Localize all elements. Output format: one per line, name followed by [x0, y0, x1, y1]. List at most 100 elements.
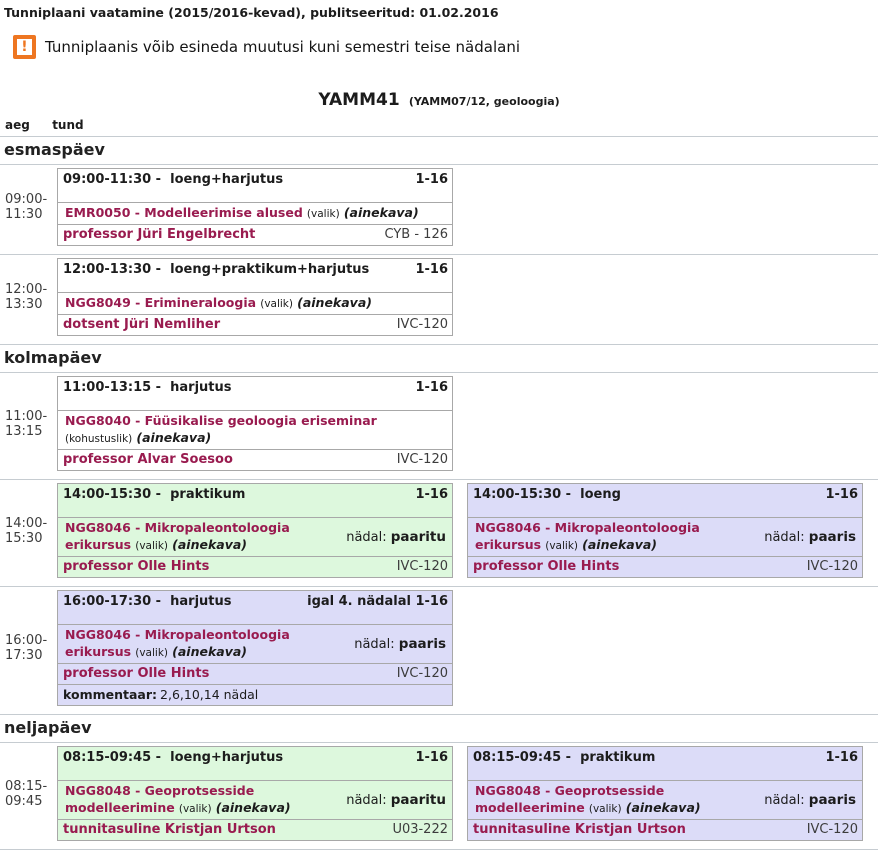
time-to: 13:30: [5, 297, 43, 312]
course-requirement: (valik): [178, 803, 212, 815]
lesson-comment: kommentaar: 2,6,10,14 nädal: [58, 684, 452, 705]
time-from: 08:15-: [5, 778, 48, 794]
course-link[interactable]: NGG8046 - Mikropaleontoloogia erikursus: [65, 520, 290, 552]
ainekava-link[interactable]: (ainekava): [172, 537, 247, 552]
lesson-time-type: 08:15-09:45 - loeng+harjutus: [63, 750, 284, 765]
week-parity: nädal: paaritu: [346, 792, 448, 808]
lesson-time-type: 08:15-09:45 - praktikum: [473, 750, 656, 765]
ainekava-link[interactable]: (ainekava): [625, 800, 701, 815]
course-requirement: (valik): [588, 803, 622, 815]
time-from: 12:00-: [5, 282, 48, 297]
ainekava-link[interactable]: (ainekava): [297, 295, 372, 310]
room-code: IVC-120: [806, 559, 858, 574]
lesson-weeks: 1-16: [415, 487, 448, 502]
lecturer-link[interactable]: dotsent Jüri Nemliher: [63, 317, 221, 332]
course-requirement: (valik): [135, 647, 168, 659]
course-link[interactable]: NGG8049 - Erimineraloogia: [65, 295, 257, 310]
day-header: esmaspäev: [0, 137, 878, 165]
day-header: kolmapäev: [0, 345, 878, 373]
room-code: IVC-120: [806, 822, 858, 837]
lesson-card-odd-week: 14:00-15:30 - praktikum 1-16 NGG8046 - M…: [57, 483, 453, 578]
group-detail: (YAMM07/12, geoloogia): [408, 95, 560, 108]
lesson-weeks: igal 4. nädalal 1-16: [307, 594, 448, 609]
course-requirement: (valik): [306, 208, 340, 220]
timetable: esmaspäev 09:00- 11:30 09:00-11:30 - loe…: [0, 136, 878, 850]
lesson-weeks: 1-16: [825, 487, 858, 502]
course-requirement: (valik): [135, 540, 168, 552]
lesson-card: 09:00-11:30 - loeng+harjutus 1-16 EMR005…: [57, 168, 453, 246]
week-value: paaris: [808, 792, 856, 808]
column-header-aeg: aeg: [5, 118, 30, 132]
course-link[interactable]: NGG8046 - Mikropaleontoloogia erikursus: [65, 627, 290, 659]
week-parity: nädal: paaris: [764, 792, 858, 808]
time-from: 09:00-: [5, 192, 48, 207]
course-requirement: (kohustuslik): [65, 433, 133, 445]
room-code: CYB - 126: [384, 227, 448, 242]
ainekava-link[interactable]: (ainekava): [136, 430, 212, 445]
lecturer-link[interactable]: tunnitasuline Kristjan Urtson: [63, 822, 276, 837]
time-range: 12:00- 13:30: [0, 258, 57, 336]
group-code: YAMM41: [318, 90, 400, 110]
time-from: 16:00-: [5, 633, 48, 648]
week-value: paaris: [808, 529, 856, 545]
group-heading: YAMM41 (YAMM07/12, geoloogia): [0, 90, 878, 110]
time-from: 14:00-: [5, 515, 48, 531]
time-to: 11:30: [5, 207, 43, 222]
lesson-weeks: 1-16: [415, 262, 448, 277]
lesson-card-even-week: 14:00-15:30 - loeng 1-16 NGG8046 - Mikro…: [467, 483, 863, 578]
lecturer-link[interactable]: tunnitasuline Kristjan Urtson: [473, 822, 686, 837]
slot-row: 12:00- 13:30 12:00-13:30 - loeng+praktik…: [0, 254, 878, 344]
course-link[interactable]: EMR0050 - Modelleerimise alused: [65, 205, 303, 220]
ainekava-link[interactable]: (ainekava): [215, 800, 291, 815]
room-code: U03-222: [392, 822, 448, 837]
time-range: 14:00- 15:30: [0, 483, 57, 578]
lesson-time-type: 12:00-13:30 - loeng+praktikum+harjutus: [63, 262, 370, 277]
room-code: IVC-120: [396, 666, 448, 681]
column-header-tund: tund: [52, 118, 84, 132]
lecturer-link[interactable]: professor Jüri Engelbrecht: [63, 227, 256, 242]
lesson-card: 11:00-13:15 - harjutus 1-16 NGG8040 - Fü…: [57, 376, 453, 471]
lesson-card: 12:00-13:30 - loeng+praktikum+harjutus 1…: [57, 258, 453, 336]
lesson-card-even-week: 16:00-17:30 - harjutus igal 4. nädalal 1…: [57, 590, 453, 706]
week-value: paaritu: [390, 792, 446, 808]
week-parity: nädal: paaris: [354, 636, 448, 652]
lecturer-link[interactable]: professor Olle Hints: [473, 559, 620, 574]
ainekava-link[interactable]: (ainekava): [582, 537, 657, 552]
page-title: Tunniplaani vaatamine (2015/2016-kevad),…: [4, 5, 499, 20]
time-range: 09:00- 11:30: [0, 168, 57, 246]
week-label: nädal:: [346, 793, 387, 808]
course-requirement: (valik): [545, 540, 578, 552]
course-link[interactable]: NGG8046 - Mikropaleontoloogia erikursus: [475, 520, 700, 552]
time-range: 08:15- 09:45: [0, 746, 57, 841]
week-label: nädal:: [354, 637, 395, 652]
lesson-weeks: 1-16: [415, 750, 448, 765]
lecturer-link[interactable]: professor Olle Hints: [63, 559, 210, 574]
time-to: 09:45: [5, 793, 43, 809]
ainekava-link[interactable]: (ainekava): [343, 205, 419, 220]
warning-text: Tunniplaanis võib esineda muutusi kuni s…: [45, 38, 520, 56]
time-range: 11:00- 13:15: [0, 376, 57, 471]
ainekava-link[interactable]: (ainekava): [172, 644, 247, 659]
comment-text: 2,6,10,14 nädal: [160, 687, 259, 702]
day-header: neljapäev: [0, 715, 878, 743]
course-link[interactable]: NGG8040 - Füüsikalise geoloogia erisemin…: [65, 413, 377, 428]
comment-label: kommentaar:: [63, 687, 158, 702]
time-from: 11:00-: [5, 408, 48, 424]
lecturer-link[interactable]: professor Olle Hints: [63, 666, 210, 681]
lesson-weeks: 1-16: [415, 172, 448, 187]
lesson-weeks: 1-16: [415, 380, 448, 395]
day-section-esmaspaev: esmaspäev 09:00- 11:30 09:00-11:30 - loe…: [0, 136, 878, 344]
time-to: 13:15: [5, 423, 43, 439]
slot-row: 14:00- 15:30 14:00-15:30 - praktikum 1-1…: [0, 479, 878, 586]
lesson-time-type: 14:00-15:30 - praktikum: [63, 487, 246, 502]
time-to: 17:30: [5, 648, 43, 663]
warning-exclamation-icon: !: [13, 35, 36, 59]
week-value: paaritu: [390, 529, 446, 545]
lesson-card-even-week: 08:15-09:45 - praktikum 1-16 NGG8048 - G…: [467, 746, 863, 841]
day-section-neljapaev: neljapäev 08:15- 09:45 08:15-09:45 - loe…: [0, 714, 878, 849]
slot-row: 11:00- 13:15 11:00-13:15 - harjutus 1-16…: [0, 373, 878, 479]
slot-row: 09:00- 11:30 09:00-11:30 - loeng+harjutu…: [0, 165, 878, 254]
lesson-weeks: 1-16: [825, 750, 858, 765]
lecturer-link[interactable]: professor Alvar Soesoo: [63, 452, 233, 467]
